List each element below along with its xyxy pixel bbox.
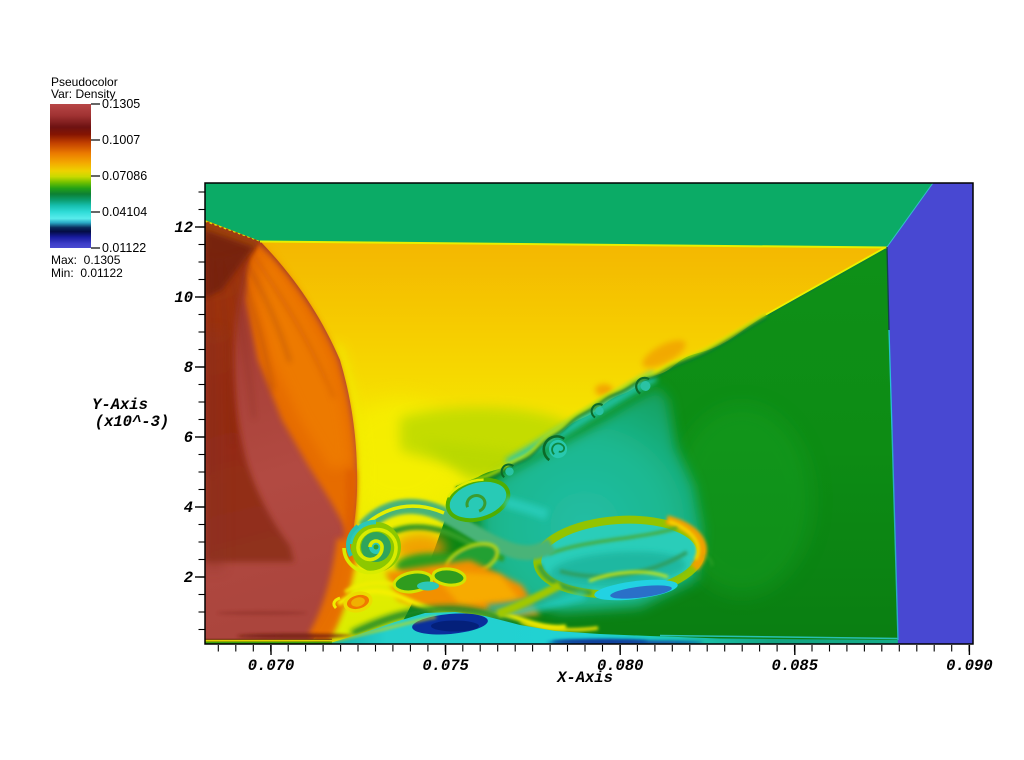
svg-text:0.1305: 0.1305 xyxy=(102,97,140,111)
svg-text:(x10^-3): (x10^-3) xyxy=(95,413,169,431)
svg-text:Y-Axis: Y-Axis xyxy=(92,396,148,414)
svg-text:0.075: 0.075 xyxy=(422,657,469,675)
svg-text:X-Axis: X-Axis xyxy=(556,669,613,687)
svg-text:0.085: 0.085 xyxy=(772,657,819,675)
svg-text:0.070: 0.070 xyxy=(248,657,295,675)
svg-text:6: 6 xyxy=(184,429,193,447)
svg-text:Var: Density: Var: Density xyxy=(51,87,115,101)
svg-text:0.04104: 0.04104 xyxy=(102,205,147,219)
svg-text:10: 10 xyxy=(174,289,193,307)
svg-text:0.090: 0.090 xyxy=(946,657,993,675)
svg-text:8: 8 xyxy=(184,359,193,377)
svg-text:Min: 0.01122: Min: 0.01122 xyxy=(51,266,123,280)
svg-text:0.080: 0.080 xyxy=(597,657,644,675)
svg-text:12: 12 xyxy=(174,219,193,237)
svg-text:Max: 0.1305: Max: 0.1305 xyxy=(51,253,121,267)
svg-text:0.1007: 0.1007 xyxy=(102,133,140,147)
svg-text:2: 2 xyxy=(184,569,193,587)
svg-text:4: 4 xyxy=(184,499,193,517)
svg-text:0.01122: 0.01122 xyxy=(102,241,146,255)
svg-text:0.07086: 0.07086 xyxy=(102,169,147,183)
svg-text:Pseudocolor: Pseudocolor xyxy=(51,75,118,89)
